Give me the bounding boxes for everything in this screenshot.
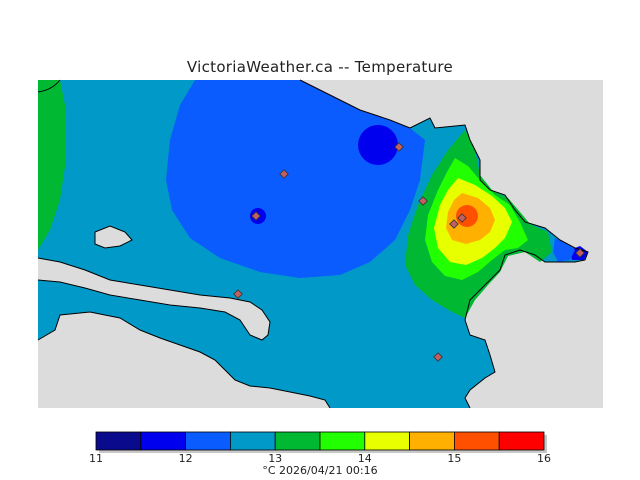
station-marker[interactable] <box>433 352 443 362</box>
harbour-water <box>38 312 330 408</box>
colorbar-swatch <box>274 431 321 451</box>
colorbar-swatch <box>319 431 366 451</box>
colorbar-swatch <box>185 431 231 451</box>
inlet-water <box>38 258 270 340</box>
station-marker[interactable] <box>575 248 585 258</box>
colorbar-caption: °C 2026/04/21 00:16 <box>262 464 377 477</box>
coastline <box>299 79 589 409</box>
colorbar-tick-labels: 11 12 13 14 15 16 <box>89 452 551 465</box>
colorbar-swatch <box>364 431 410 451</box>
station-marker[interactable] <box>233 289 243 299</box>
station-marker[interactable] <box>457 213 467 223</box>
colorbar-tick-label: 14 <box>358 452 372 465</box>
station-marker[interactable] <box>418 196 428 206</box>
colorbar-swatch <box>95 431 142 451</box>
colorbar-swatch <box>140 431 187 451</box>
colorbar-tick-label: 11 <box>89 452 103 465</box>
cool-tip-east <box>553 238 575 262</box>
inlet-coastline <box>37 257 271 341</box>
weather-stations <box>233 142 585 362</box>
cold-pocket-north <box>358 125 398 165</box>
harbour-coastline <box>37 311 331 409</box>
west-warm-band <box>38 80 66 250</box>
map-title: VictoriaWeather.ca -- Temperature <box>186 58 454 76</box>
gorge-coastline <box>94 225 133 249</box>
colorbar-tick-label: 12 <box>179 452 193 465</box>
station-marker[interactable] <box>394 142 404 152</box>
colorbar-swatch <box>453 431 500 451</box>
temperature-colorbar <box>95 431 547 453</box>
colorbar-tick-label: 15 <box>447 452 461 465</box>
colorbar-tick-label: 16 <box>537 452 551 465</box>
cool-zone-12 <box>166 80 425 278</box>
colorbar-swatch <box>409 431 455 451</box>
station-marker[interactable] <box>251 211 261 221</box>
colorbar-swatch <box>498 431 545 451</box>
colorbar-tick-label: 13 <box>268 452 282 465</box>
station-marker[interactable] <box>279 169 289 179</box>
corner-arc <box>37 79 61 93</box>
colorbar-swatch <box>229 431 276 451</box>
station-marker[interactable] <box>449 219 459 229</box>
